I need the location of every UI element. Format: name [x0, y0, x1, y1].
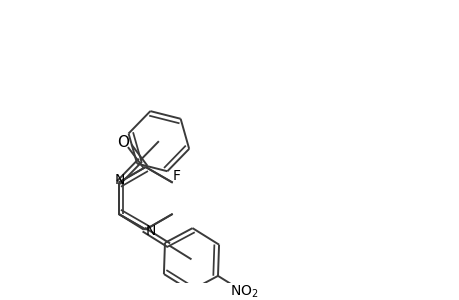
- Text: F: F: [173, 169, 180, 183]
- Text: N: N: [146, 224, 156, 238]
- Text: NO$_2$: NO$_2$: [229, 284, 258, 300]
- Text: O: O: [117, 135, 129, 150]
- Text: N: N: [115, 172, 125, 187]
